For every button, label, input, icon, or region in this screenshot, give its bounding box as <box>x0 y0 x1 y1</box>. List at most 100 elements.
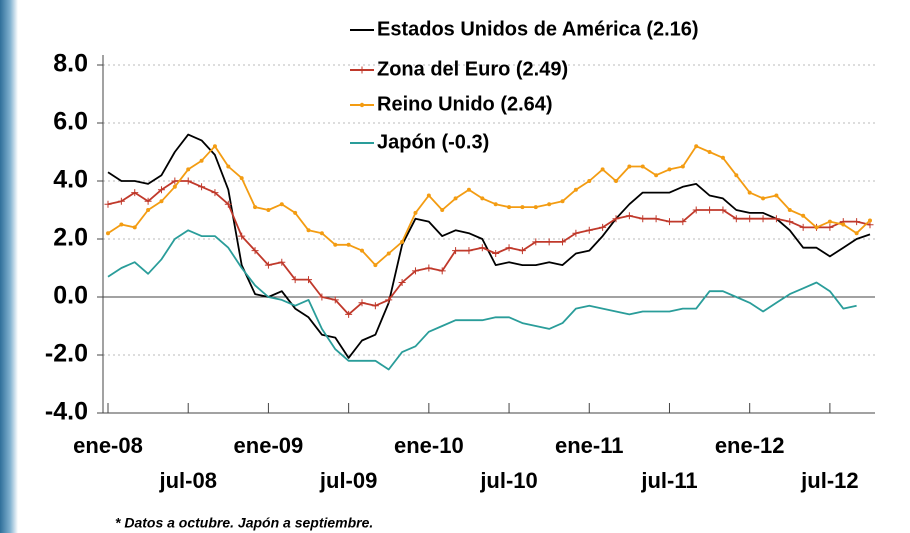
marker <box>198 183 206 191</box>
marker <box>827 219 832 224</box>
marker <box>413 210 418 215</box>
marker <box>612 215 620 223</box>
marker <box>585 226 593 234</box>
legend-label: Estados Unidos de América (2.16) <box>377 18 699 40</box>
marker <box>226 164 231 169</box>
marker <box>692 206 700 214</box>
marker <box>373 263 378 268</box>
marker <box>131 189 139 197</box>
marker <box>734 173 739 178</box>
marker <box>465 247 473 255</box>
marker <box>694 144 699 149</box>
footnote: * Datos a octubre. Japón a septiembre. <box>115 515 373 531</box>
x-tick-label: ene-10 <box>394 433 464 458</box>
y-tick-label: -4.0 <box>45 398 88 426</box>
marker <box>854 231 859 236</box>
marker <box>680 164 685 169</box>
marker <box>266 208 271 212</box>
marker <box>787 208 792 212</box>
marker <box>560 199 565 204</box>
marker <box>345 310 353 318</box>
marker <box>801 213 806 218</box>
marker <box>172 184 177 189</box>
marker <box>333 242 338 247</box>
marker <box>278 258 286 266</box>
marker <box>772 215 780 223</box>
marker <box>679 218 687 226</box>
series-line <box>107 133 871 359</box>
marker <box>440 208 445 212</box>
marker <box>719 206 727 214</box>
marker <box>318 293 326 301</box>
marker <box>545 238 553 246</box>
plot <box>104 133 874 371</box>
marker <box>186 167 191 172</box>
marker <box>251 247 259 255</box>
marker <box>587 179 592 183</box>
marker <box>144 197 152 205</box>
marker <box>453 196 458 201</box>
marker <box>826 223 834 231</box>
marker <box>652 215 660 223</box>
marker <box>667 167 672 172</box>
marker <box>761 196 766 201</box>
marker <box>426 193 431 198</box>
marker <box>814 225 819 230</box>
marker <box>224 200 232 208</box>
marker <box>385 296 393 304</box>
marker <box>171 177 179 185</box>
y-tick-label: 0.0 <box>53 282 88 310</box>
y-tick-label: -2.0 <box>45 340 88 368</box>
marker <box>853 218 861 226</box>
marker <box>306 228 311 233</box>
marker <box>599 223 607 231</box>
marker <box>625 212 633 220</box>
marker <box>199 158 204 163</box>
marker <box>159 199 164 204</box>
x-tick-label: jul-11 <box>640 468 697 493</box>
marker <box>572 229 580 237</box>
marker <box>119 222 124 227</box>
marker <box>841 222 846 227</box>
marker <box>371 302 379 310</box>
axes: -4.0 -2.0 0.0 2.0 4.0 6.0 8.0 ene-08 jul-08 ene-0… <box>45 50 875 493</box>
marker <box>640 164 645 169</box>
marker <box>132 225 137 230</box>
marker <box>600 167 605 172</box>
marker <box>547 202 552 207</box>
marker <box>104 200 112 208</box>
marker <box>291 276 299 284</box>
y-tick-label: 4.0 <box>53 166 88 194</box>
marker <box>627 164 632 169</box>
series-line <box>107 145 871 266</box>
marker <box>665 218 673 226</box>
marker <box>614 179 618 183</box>
marker <box>360 248 364 253</box>
marker <box>559 238 567 246</box>
marker <box>786 218 794 226</box>
x-tick-label: jul-08 <box>158 468 216 493</box>
marker <box>707 150 712 154</box>
marker <box>386 251 391 256</box>
y-tick-label: 8.0 <box>53 50 88 78</box>
marker <box>799 223 807 231</box>
marker <box>106 231 110 236</box>
chart-background <box>18 0 910 533</box>
series-line <box>107 229 857 371</box>
marker <box>507 205 512 210</box>
marker <box>493 202 498 207</box>
marker <box>520 205 525 210</box>
y-tick-label: 2.0 <box>53 224 88 252</box>
marker <box>398 279 406 286</box>
legend-label: Reino Unido (2.64) <box>377 93 553 115</box>
x-tick-label: jul-10 <box>479 468 537 493</box>
marker <box>346 242 351 247</box>
x-tick-label: jul-12 <box>800 468 858 493</box>
x-tick-label: ene-09 <box>234 433 304 458</box>
x-tick-label: jul-09 <box>319 468 377 493</box>
legend-marker <box>358 66 366 74</box>
marker <box>400 239 405 244</box>
y-tick-label: 6.0 <box>53 108 88 136</box>
